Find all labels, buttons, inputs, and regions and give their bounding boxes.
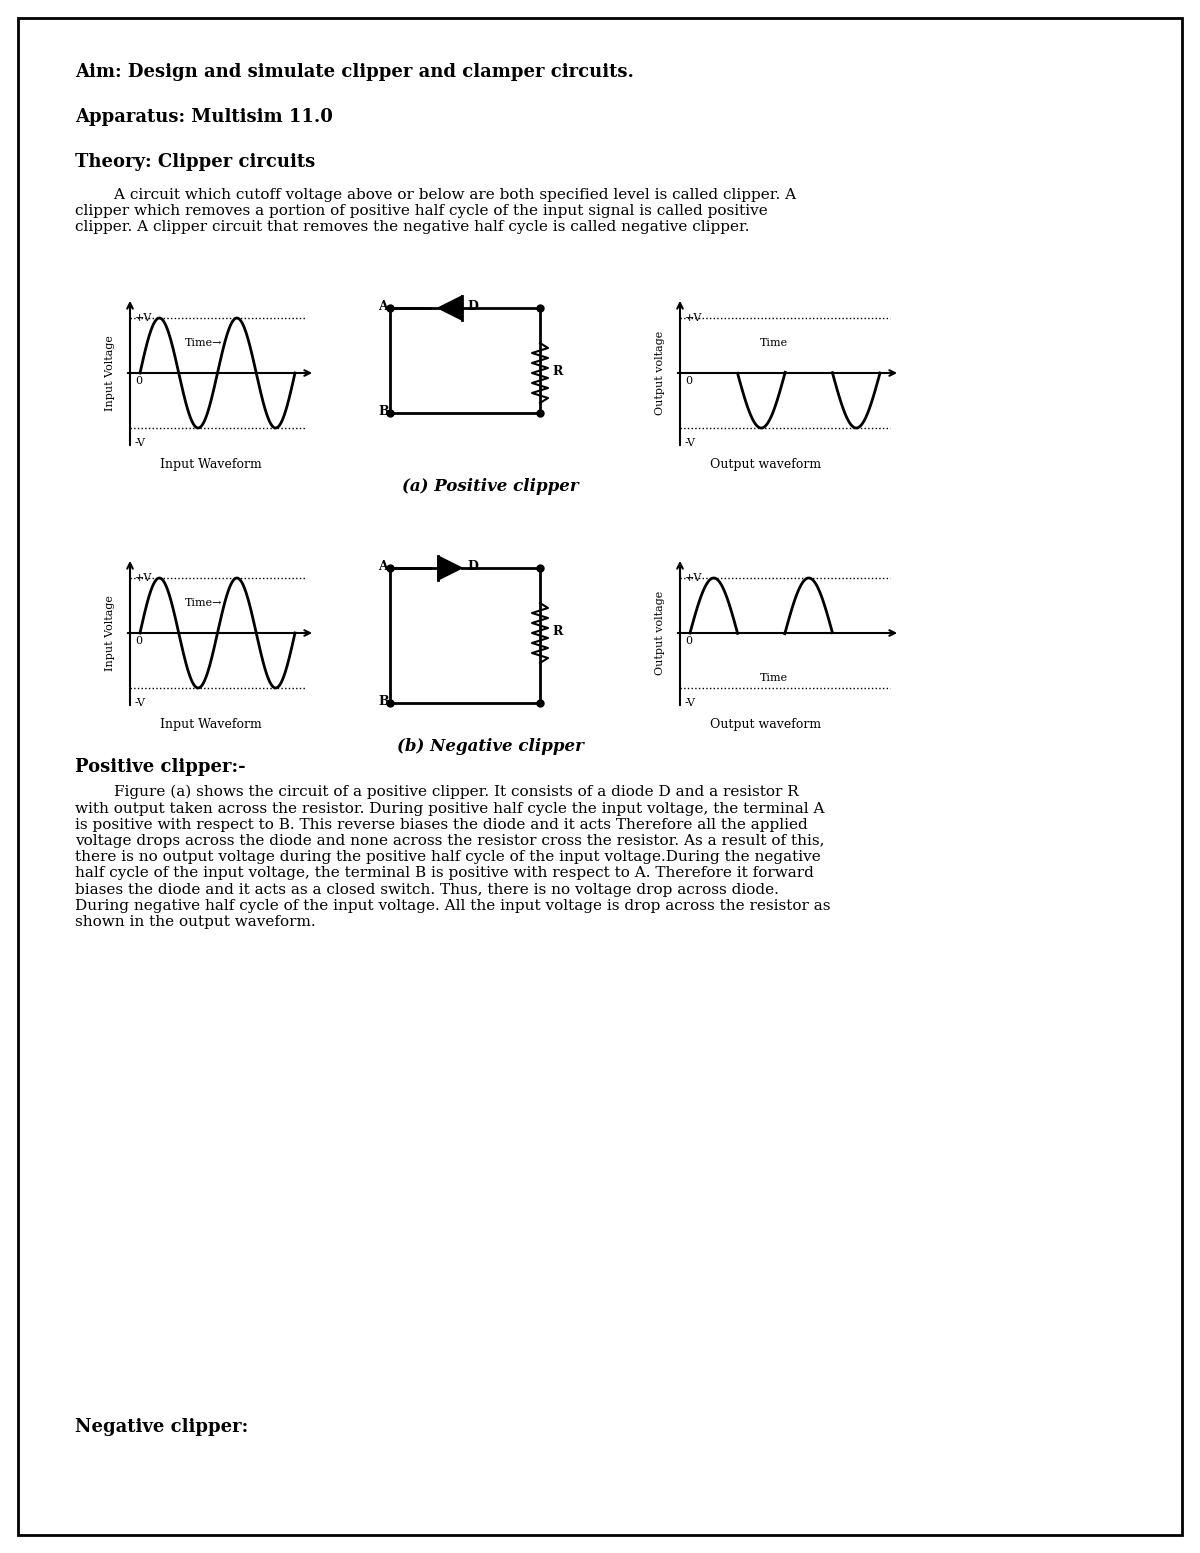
Text: -V: -V [685,438,696,447]
Text: Output voltage: Output voltage [655,590,665,676]
Text: Output voltage: Output voltage [655,331,665,415]
Text: +V: +V [134,573,152,582]
Text: (b) Negative clipper: (b) Negative clipper [396,738,583,755]
Text: Theory: Clipper circuits: Theory: Clipper circuits [74,154,316,171]
Text: Negative clipper:: Negative clipper: [74,1418,248,1437]
Text: 0: 0 [685,637,692,646]
Text: Time: Time [760,672,788,683]
Text: 0: 0 [134,376,142,387]
Text: B: B [378,405,389,418]
Text: A circuit which cutoff voltage above or below are both specified level is called: A circuit which cutoff voltage above or … [74,188,796,235]
Text: 0: 0 [134,637,142,646]
Text: Time→: Time→ [185,339,222,348]
Text: Output waveform: Output waveform [710,458,821,471]
Text: Figure (a) shows the circuit of a positive clipper. It consists of a diode D and: Figure (a) shows the circuit of a positi… [74,784,830,929]
Text: B: B [378,696,389,708]
Text: Time→: Time→ [185,598,222,609]
Text: +V: +V [685,573,702,582]
Polygon shape [438,297,462,320]
Text: R: R [552,365,563,377]
Text: Input Waveform: Input Waveform [160,717,262,731]
Text: Time: Time [760,339,788,348]
Text: Aim: Design and simulate clipper and clamper circuits.: Aim: Design and simulate clipper and cla… [74,64,634,81]
Text: -V: -V [134,697,146,708]
Text: (a) Positive clipper: (a) Positive clipper [402,478,578,495]
Text: 0: 0 [685,376,692,387]
Text: Apparatus: Multisim 11.0: Apparatus: Multisim 11.0 [74,109,332,126]
Text: +V: +V [685,314,702,323]
Text: -V: -V [685,697,696,708]
Text: Positive clipper:-: Positive clipper:- [74,758,246,776]
Text: A: A [378,300,388,314]
Text: D: D [467,300,478,314]
Text: A: A [378,561,388,573]
Text: D: D [467,561,478,573]
Text: +V: +V [134,314,152,323]
Text: R: R [552,624,563,638]
Text: Output waveform: Output waveform [710,717,821,731]
Text: -V: -V [134,438,146,447]
Text: Input Waveform: Input Waveform [160,458,262,471]
Text: Input Voltage: Input Voltage [106,335,115,412]
Polygon shape [438,556,462,579]
Text: Input Voltage: Input Voltage [106,595,115,671]
